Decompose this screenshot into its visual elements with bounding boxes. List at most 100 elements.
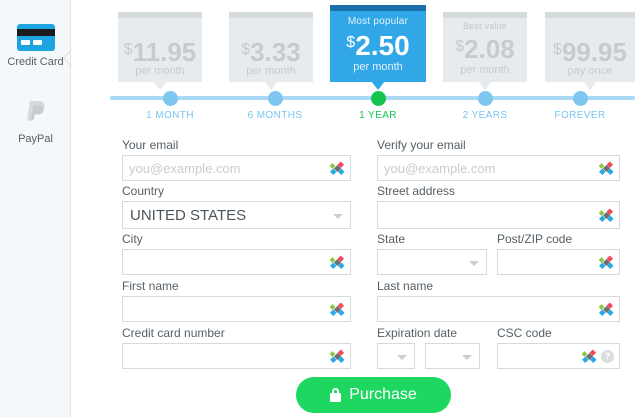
- plan-badge: Most popular: [347, 16, 409, 27]
- roboform-icon[interactable]: [599, 161, 614, 176]
- plan-price: $11.95: [118, 39, 202, 65]
- roboform-icon[interactable]: [330, 302, 345, 317]
- plan-card-6months[interactable]: $3.33 per month: [229, 12, 313, 90]
- verify-email-input[interactable]: you@example.com: [377, 155, 620, 181]
- purchase-button-label: Purchase: [349, 386, 417, 403]
- field-street-address: Street address: [377, 184, 620, 229]
- chevron-down-icon[interactable]: [333, 214, 343, 219]
- field-csc: CSC code ?: [497, 326, 620, 369]
- slider-label-1year[interactable]: 1 YEAR: [359, 110, 397, 121]
- plan-currency: $: [346, 34, 356, 51]
- plan-price: $99.95: [545, 39, 635, 65]
- field-last-name: Last name: [377, 279, 620, 322]
- email-input[interactable]: you@example.com: [122, 155, 351, 181]
- email-placeholder: you@example.com: [129, 161, 241, 176]
- plan-currency: $: [123, 41, 133, 58]
- plan-card-1year[interactable]: Most popular $2.50 per month: [330, 5, 426, 90]
- plan-card-top-strip: [118, 12, 202, 18]
- city-input[interactable]: [122, 249, 351, 275]
- billing-form: Your email you@example.com Verify your e…: [0, 132, 640, 372]
- plan-card-top-strip: [443, 12, 527, 18]
- country-value: UNITED STATES: [130, 207, 247, 224]
- field-card-number: Credit card number: [122, 326, 351, 369]
- slider-dot-2years[interactable]: [478, 91, 493, 106]
- roboform-icon[interactable]: [599, 255, 614, 270]
- roboform-icon[interactable]: [599, 302, 614, 317]
- payment-method-credit-card[interactable]: Credit Card: [0, 24, 71, 68]
- field-label-state: State: [377, 232, 406, 246]
- roboform-icon[interactable]: [330, 255, 345, 270]
- field-label-street-address: Street address: [377, 184, 456, 198]
- slider-dot-forever[interactable]: [573, 91, 588, 106]
- field-first-name: First name: [122, 279, 351, 322]
- field-label-zip: Post/ZIP code: [497, 232, 573, 246]
- plan-card-top-strip: [545, 12, 635, 18]
- payment-method-label-paypal: PayPal: [18, 133, 53, 145]
- plan-badge: Best value: [462, 21, 508, 31]
- plan-currency: $: [455, 38, 465, 55]
- field-verify-email: Verify your email you@example.com: [377, 138, 620, 181]
- slider-dot-1month[interactable]: [163, 91, 178, 106]
- state-select[interactable]: [377, 249, 487, 275]
- csc-input[interactable]: ?: [497, 343, 620, 369]
- payment-method-paypal[interactable]: PayPal: [0, 98, 71, 145]
- lock-icon: [330, 388, 342, 402]
- card-number-input[interactable]: [122, 343, 351, 369]
- zip-input[interactable]: [497, 249, 620, 275]
- chevron-down-icon[interactable]: [462, 355, 472, 360]
- roboform-icon[interactable]: [582, 349, 597, 364]
- chevron-down-icon[interactable]: [397, 355, 407, 360]
- plan-amount: 3.33: [250, 37, 301, 67]
- slider-dot-6months[interactable]: [268, 91, 283, 106]
- expiration-year-select[interactable]: [425, 343, 480, 369]
- plan-card-top-strip: [330, 5, 426, 11]
- expiration-month-select[interactable]: [377, 343, 415, 369]
- plan-price: $2.08: [443, 36, 527, 62]
- purchase-button[interactable]: Purchase: [296, 377, 451, 413]
- plan-cards: $11.95 per month $3.33 per month Most po…: [71, 0, 640, 100]
- field-city: City: [122, 232, 351, 275]
- chevron-down-icon[interactable]: [469, 261, 479, 266]
- verify-email-placeholder: you@example.com: [384, 161, 496, 176]
- plan-period: per month: [135, 65, 185, 77]
- sidebar-collapse-chevron-icon[interactable]: [63, 49, 73, 67]
- field-label-verify-email: Verify your email: [377, 138, 466, 152]
- field-country: Country UNITED STATES: [122, 184, 351, 229]
- plan-card-1month[interactable]: $11.95 per month: [118, 12, 202, 90]
- first-name-input[interactable]: [122, 296, 351, 322]
- slider-label-1month[interactable]: 1 MONTH: [146, 110, 194, 121]
- roboform-icon[interactable]: [599, 208, 614, 223]
- help-icon[interactable]: ?: [601, 350, 614, 363]
- country-select[interactable]: UNITED STATES: [122, 201, 351, 229]
- slider-label-6months[interactable]: 6 MONTHS: [247, 110, 303, 121]
- plan-card-forever[interactable]: $99.95 pay once: [545, 12, 635, 90]
- last-name-input[interactable]: [377, 296, 620, 322]
- payment-method-sidebar: Credit Card PayPal: [0, 0, 73, 417]
- plan-card-pointer: [583, 81, 597, 90]
- field-label-csc: CSC code: [497, 326, 552, 340]
- paypal-icon: [17, 98, 55, 128]
- field-state: State: [377, 232, 487, 275]
- slider-label-2years[interactable]: 2 YEARS: [462, 110, 508, 121]
- field-label-email: Your email: [122, 138, 179, 152]
- roboform-icon[interactable]: [330, 161, 345, 176]
- plan-period: pay once: [567, 65, 613, 77]
- plan-period: per month: [246, 65, 296, 77]
- slider-label-forever[interactable]: FOREVER: [554, 110, 606, 121]
- plan-card-pointer: [264, 81, 278, 90]
- street-address-input[interactable]: [377, 201, 620, 229]
- term-slider[interactable]: 1 MONTH 6 MONTHS 1 YEAR 2 YEARS FOREVER: [110, 88, 635, 128]
- plan-amount: 99.95: [561, 37, 627, 67]
- field-label-country: Country: [122, 184, 165, 198]
- field-label-card-number: Credit card number: [122, 326, 225, 340]
- field-email: Your email you@example.com: [122, 138, 351, 181]
- slider-dot-1year[interactable]: [371, 91, 386, 106]
- roboform-icon[interactable]: [330, 349, 345, 364]
- field-label-first-name: First name: [122, 279, 179, 293]
- payment-method-label-credit-card: Credit Card: [7, 56, 64, 68]
- plan-period: per month: [460, 64, 510, 76]
- plan-card-pointer: [371, 81, 385, 90]
- field-label-last-name: Last name: [377, 279, 434, 293]
- plan-card-2years[interactable]: Best value $2.08 per month: [443, 12, 527, 90]
- credit-card-icon: [16, 24, 55, 51]
